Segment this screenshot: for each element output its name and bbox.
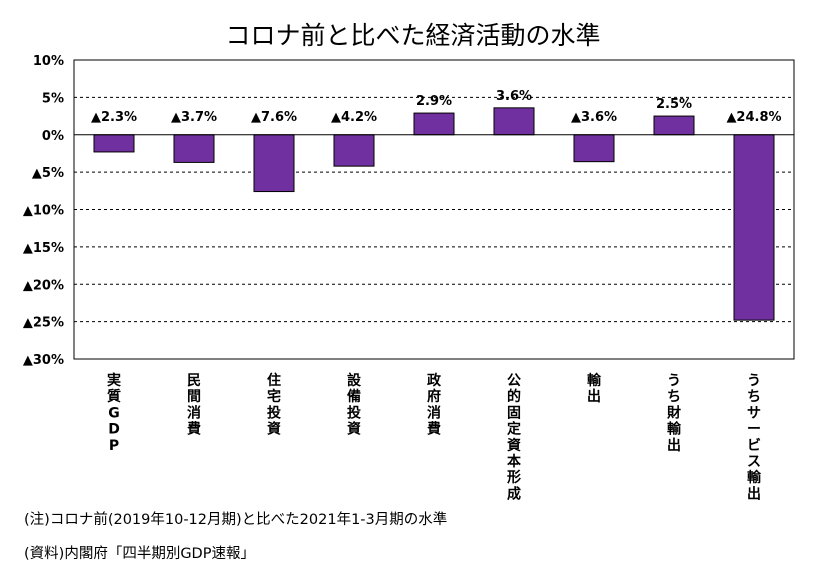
x-tick-label-char: 府 <box>427 388 441 405</box>
data-label: ▲7.6% <box>251 110 297 125</box>
bar <box>93 134 135 153</box>
bar <box>173 134 215 163</box>
data-label: ▲3.6% <box>571 110 617 125</box>
x-tick-label-char: 形 <box>507 469 521 486</box>
category-labels: 実質GDP民間消費住宅投資設備投資政府消費公的固定資本形成輸出うち財輸出うちサー… <box>107 372 762 502</box>
y-tick-label: ▲10% <box>23 204 64 219</box>
x-tick-label-char: 出 <box>747 485 761 502</box>
x-tick-label-char: 消 <box>427 404 441 421</box>
x-tick-label-char: 民 <box>187 373 201 389</box>
data-label: 2.9% <box>416 94 452 109</box>
bar <box>573 134 615 163</box>
plot-area-border <box>73 59 795 360</box>
x-tick-label-char: 輸 <box>667 421 682 438</box>
y-tick-label: ▲15% <box>23 241 64 256</box>
data-label: 2.5% <box>656 97 692 112</box>
x-tick-label-char: 財 <box>666 404 681 421</box>
x-tick-label-char: 投 <box>347 405 361 421</box>
x-tick-label-char: 公 <box>507 373 521 389</box>
x-tick-label-char: 費 <box>187 421 201 438</box>
y-tick-label: ▲25% <box>23 316 64 331</box>
footnote: (注)コロナ前(2019年10-12月期)と比べた2021年1-3月期の水準 <box>24 512 448 528</box>
x-tick-label-char: 消 <box>187 404 201 421</box>
x-tick-label-char: 設 <box>347 372 362 389</box>
x-tick-label-char: G <box>108 405 120 421</box>
y-tick-label: ▲5% <box>32 166 64 181</box>
chart-title: コロナ前と比べた経済活動の水準 <box>225 21 600 50</box>
x-tick-label-char: 固 <box>507 405 521 421</box>
bar-chart: コロナ前と比べた経済活動の水準 10% 5% 0% ▲5% ▲10% ▲15% ▲20% ▲2… <box>23 21 795 502</box>
bar <box>653 115 695 136</box>
x-tick-label-char: 投 <box>267 405 281 421</box>
x-tick-label-char: 質 <box>107 388 121 405</box>
data-label: 3.6% <box>496 89 532 104</box>
x-tick-label-char: 政 <box>427 372 442 389</box>
bars <box>93 107 775 321</box>
data-label: ▲4.2% <box>331 110 377 125</box>
x-tick-label-char: 費 <box>427 421 441 438</box>
x-tick-label-char: 間 <box>187 389 201 405</box>
x-tick-label-char: う <box>747 373 761 389</box>
x-tick-label-char: ー <box>747 422 761 438</box>
y-axis-tick-labels: 10% 5% 0% ▲5% ▲10% ▲15% ▲20% ▲25% ▲30% <box>23 54 64 368</box>
x-tick-label-char: 資 <box>347 421 361 438</box>
x-tick-label-char: 資 <box>507 437 521 454</box>
x-tick-label-char: 住 <box>267 372 281 389</box>
x-tick-label-char: 実 <box>107 372 121 389</box>
x-tick-label-char: ち <box>667 389 681 405</box>
x-tick-label-char: P <box>109 438 119 454</box>
data-label: ▲24.8% <box>726 110 781 125</box>
bar <box>733 134 775 321</box>
x-tick-label: 輸出 <box>587 372 602 405</box>
x-tick-label-char: ビ <box>747 438 761 454</box>
bar <box>333 134 375 167</box>
x-tick-label-char: 備 <box>347 388 361 405</box>
x-tick-label-char: 資 <box>267 421 281 438</box>
x-tick-label-char: 定 <box>507 421 521 438</box>
x-tick-label-char: ス <box>747 454 761 470</box>
x-tick-label-char: 出 <box>667 437 681 454</box>
x-tick-label-char: D <box>108 422 120 438</box>
bar <box>413 112 455 136</box>
y-tick-label: 5% <box>42 91 64 106</box>
x-tick-label-char: う <box>667 373 681 389</box>
y-tick-label: ▲20% <box>23 278 64 293</box>
x-tick-label-char: 輸 <box>747 469 762 486</box>
bar <box>253 134 295 193</box>
data-label: ▲3.7% <box>171 110 217 125</box>
y-tick-label: 0% <box>42 129 64 144</box>
y-tick-label: 10% <box>33 54 64 69</box>
x-tick-label-char: 本 <box>507 453 522 470</box>
y-tick-label: ▲30% <box>23 353 64 368</box>
gridlines <box>74 96 794 323</box>
x-tick-label-char: 輸 <box>587 372 602 389</box>
x-tick-label-char: 成 <box>507 485 521 502</box>
data-label: ▲2.3% <box>91 110 137 125</box>
x-tick-label-char: 出 <box>587 388 601 405</box>
x-tick-label-char: 的 <box>507 388 521 405</box>
x-tick-label-char: 宅 <box>267 388 281 405</box>
x-tick-label-char: サ <box>747 405 761 421</box>
data-labels: ▲2.3% ▲3.7% ▲7.6% ▲4.2% 2.9% 3.6% ▲3.6% 2.5% ▲24… <box>91 89 782 125</box>
bar <box>493 107 535 136</box>
source-note: (資料)内閣府「四半期別GDP速報」 <box>24 546 255 562</box>
x-tick-label-char: ち <box>747 389 761 405</box>
